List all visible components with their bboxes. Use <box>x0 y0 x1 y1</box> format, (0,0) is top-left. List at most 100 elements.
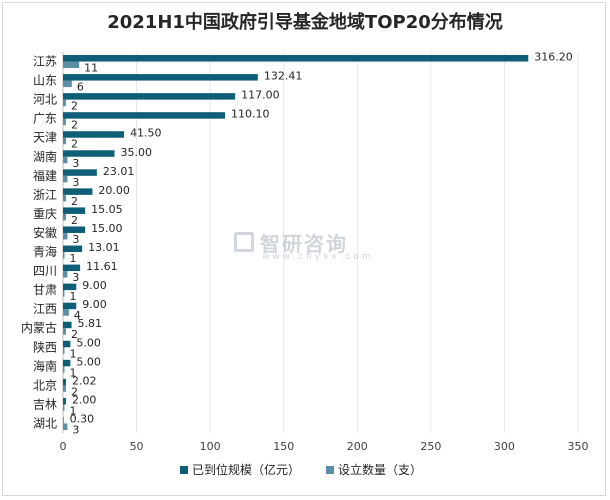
bar-scale <box>63 55 529 62</box>
watermark-text: 智研咨询 <box>260 232 348 256</box>
watermark-url: www.chyxx.com <box>262 252 374 262</box>
category-label: 重庆 <box>33 207 57 221</box>
chart-title: 2021H1中国政府引导基金地域TOP20分布情况 <box>107 12 503 33</box>
bar-scale-label: 0.30 <box>70 412 95 425</box>
bar-count-label: 3 <box>72 157 79 170</box>
category-label: 江苏 <box>33 55 57 69</box>
bar-scale <box>63 245 83 253</box>
bar-count-label: 6 <box>77 81 84 94</box>
bar-scale <box>63 93 236 100</box>
category-label: 陕西 <box>33 339 57 354</box>
bar-count <box>63 118 66 126</box>
bar-scale-label: 5.00 <box>76 336 101 349</box>
bar-scale <box>63 397 66 405</box>
category-label: 四川 <box>33 264 57 278</box>
bar-count-label: 4 <box>74 309 81 322</box>
category-label: 江西 <box>33 302 57 316</box>
bar-count <box>63 404 65 411</box>
bar-scale-label: 5.81 <box>78 317 103 330</box>
bar-scale-label: 23.01 <box>103 165 135 178</box>
bar-count <box>63 385 66 392</box>
bar-scale <box>63 321 72 329</box>
bar-count <box>63 175 68 183</box>
bar-scale <box>63 359 71 367</box>
bar-count-label: 11 <box>84 62 98 75</box>
legend-label-scale: 已到位规模（亿元） <box>192 462 300 477</box>
category-label: 福建 <box>33 168 57 183</box>
watermark-logo-icon <box>234 232 254 252</box>
bar-count-label: 1 <box>69 252 76 265</box>
bar-scale <box>63 302 77 310</box>
bar-scale-label: 132.41 <box>264 70 303 83</box>
watermark: 智研咨询 www.chyxx.com <box>230 228 390 268</box>
bar-count-label: 1 <box>69 347 76 360</box>
bar-scale-label: 41.50 <box>130 127 162 140</box>
category-label: 湖南 <box>33 149 57 164</box>
bar-scale <box>63 188 93 195</box>
bar-count-label: 2 <box>71 385 78 398</box>
category-label: 海南 <box>33 358 57 373</box>
bar-count-label: 2 <box>71 214 78 227</box>
x-tick-label: 150 <box>273 440 294 453</box>
category-label: 青海 <box>33 244 57 259</box>
bar-count <box>63 61 80 69</box>
category-label: 湖北 <box>33 415 57 430</box>
category-label: 吉林 <box>33 397 57 411</box>
bar-count <box>63 80 72 88</box>
bar-count <box>63 99 66 107</box>
bar-count-label: 3 <box>72 233 79 246</box>
bar-count <box>63 194 66 202</box>
legend-swatch-scale <box>180 466 188 474</box>
bar-scale-label: 110.10 <box>231 108 269 121</box>
bar-scale <box>63 416 64 424</box>
category-label: 山东 <box>33 74 57 88</box>
x-tick-label: 100 <box>200 440 221 453</box>
bar-scale-label: 13.01 <box>88 241 120 254</box>
bar-count <box>63 137 66 145</box>
legend-label-count: 设立数量（支） <box>338 462 422 477</box>
bar-scale-label: 15.05 <box>91 203 123 216</box>
bar-count-label: 2 <box>71 100 78 113</box>
x-tick-label: 300 <box>494 440 515 453</box>
x-tick-label: 200 <box>347 440 368 453</box>
bar-count-label: 3 <box>72 423 79 436</box>
bar-scale <box>63 378 66 386</box>
bar-scale-label: 117.00 <box>241 89 280 102</box>
bar-count-label: 1 <box>69 404 76 417</box>
bar-scale <box>63 74 258 81</box>
category-label: 北京 <box>33 378 57 392</box>
bar-scale <box>63 283 77 291</box>
bar-scale <box>63 340 71 348</box>
category-label: 浙江 <box>33 188 57 202</box>
category-label: 天津 <box>33 131 57 145</box>
bar-scale-label: 35.00 <box>121 146 153 159</box>
bar-scale-label: 11.61 <box>86 260 118 273</box>
category-label: 安徽 <box>33 225 57 240</box>
chart-frame <box>2 2 606 496</box>
legend-swatch-count <box>326 466 334 474</box>
x-tick-label: 250 <box>420 440 441 453</box>
bar-scale-label: 2.02 <box>72 374 97 387</box>
bar-count <box>63 232 68 240</box>
bar-scale-label: 20.00 <box>98 184 130 197</box>
bar-count-label: 3 <box>72 176 79 189</box>
bar-count-label: 2 <box>71 195 78 208</box>
bar-scale-label: 316.20 <box>534 51 573 64</box>
bar-scale <box>63 169 97 176</box>
category-label: 内蒙古 <box>21 320 57 335</box>
bar-scale <box>63 112 226 119</box>
bar-count-label: 2 <box>71 119 78 132</box>
x-tick-label: 350 <box>568 440 589 453</box>
bar-scale-label: 5.00 <box>76 355 101 368</box>
bar-scale <box>63 131 125 138</box>
bar-scale-label: 9.00 <box>82 279 107 292</box>
category-label: 广东 <box>33 112 57 126</box>
bar-count <box>63 366 65 373</box>
bar-scale-label: 9.00 <box>82 298 107 311</box>
bar-count-label: 1 <box>69 366 76 379</box>
bar-count-label: 3 <box>72 271 79 284</box>
bar-scale-label: 15.00 <box>91 222 123 235</box>
bar-count-label: 1 <box>69 290 76 303</box>
category-label: 河北 <box>33 93 57 107</box>
